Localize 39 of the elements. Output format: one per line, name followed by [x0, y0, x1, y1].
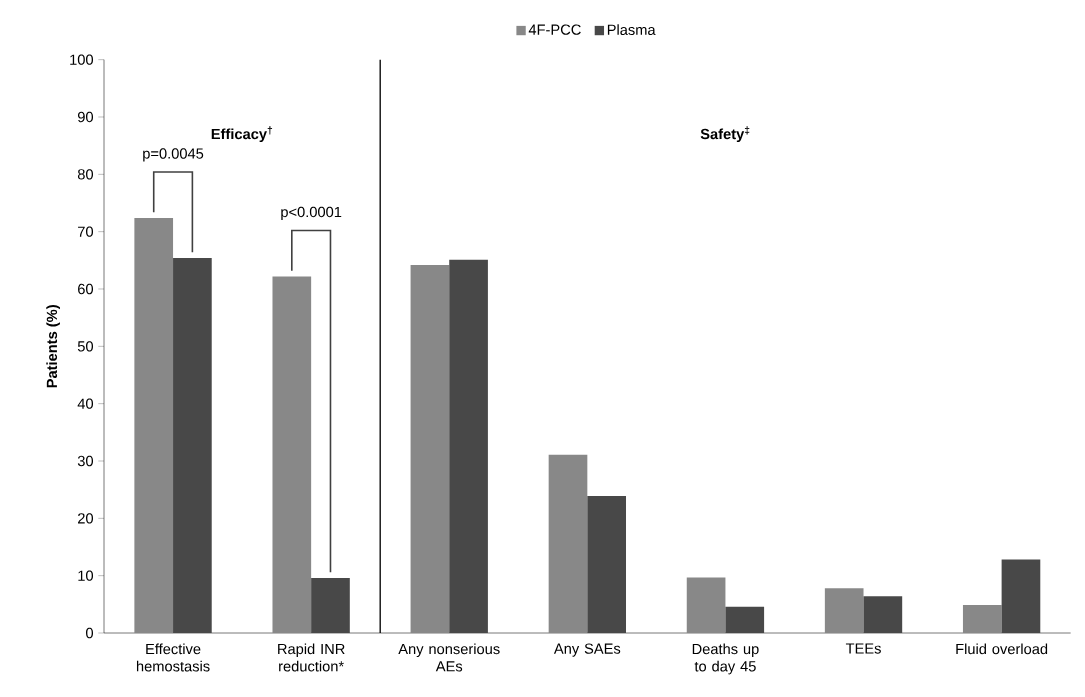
y-tick-label: 70: [78, 226, 94, 237]
y-tick-label: 30: [77, 455, 94, 467]
bar: [587, 495, 626, 633]
x-tick-label: Any SAEs: [553, 643, 621, 657]
y-tick-label: 100: [70, 54, 94, 65]
x-tick-label: Any nonserious AEs: [398, 643, 500, 672]
bar: [311, 577, 350, 633]
legend-label: 4F-PCC: [528, 24, 581, 35]
y-tick-label: 40: [77, 398, 94, 409]
y-axis-title: Patients (%): [46, 305, 60, 388]
x-tick-label: Rapid INR reduction*: [278, 643, 345, 672]
y-tick-label: 80: [77, 169, 94, 180]
bar: [134, 217, 174, 633]
x-tick-label: TEEs: [845, 643, 881, 654]
bar: [863, 596, 903, 633]
bar: [272, 276, 312, 633]
annotation: Safety$^{‡}$: [700, 126, 750, 143]
bar: [449, 259, 488, 633]
annotation: p=0.0045: [143, 148, 204, 162]
x-tick-label: Effective hemostasis: [136, 643, 210, 672]
legend-label: Plasma: [607, 24, 656, 36]
y-tick-label: 50: [77, 341, 94, 352]
bar: [1001, 559, 1041, 633]
y-tick-label: 10: [78, 570, 94, 581]
annotation: Efficacy$^{†}$: [211, 126, 273, 143]
bar: [410, 264, 450, 633]
y-tick-label: 90: [77, 111, 94, 123]
x-tick-label: Fluid overload: [956, 643, 1048, 655]
y-tick-label: 20: [78, 513, 94, 524]
bar: [725, 606, 765, 633]
bar: [173, 258, 212, 633]
y-tick-label: 60: [78, 283, 94, 295]
bar: [548, 454, 588, 633]
bar: [962, 604, 1002, 633]
y-tick-label: 0: [86, 627, 94, 639]
bar: [686, 577, 726, 633]
x-tick-label: Deaths up to day 45: [692, 643, 759, 675]
annotation: p<0.0001: [281, 206, 342, 221]
bar: [824, 588, 864, 633]
